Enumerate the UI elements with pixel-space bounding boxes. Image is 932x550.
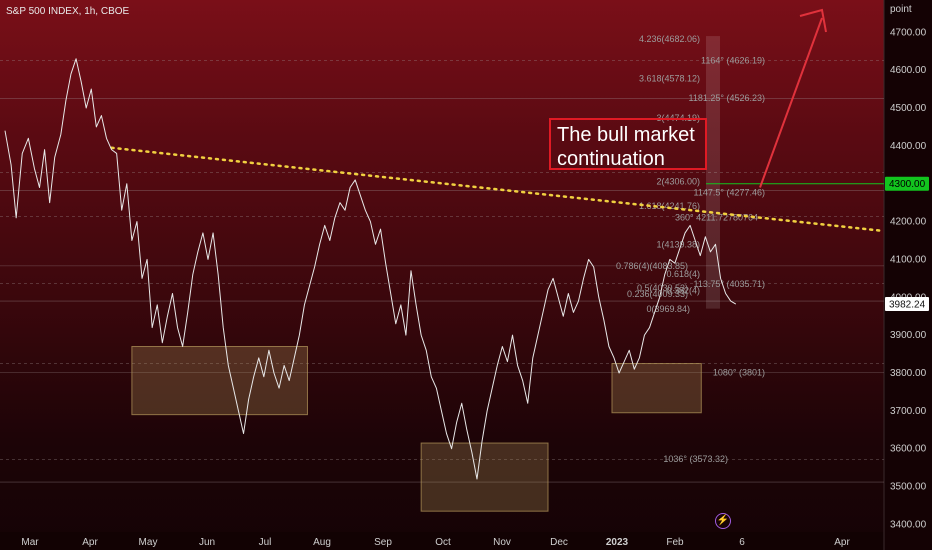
y-tick-label: 3600.00 [890, 444, 927, 455]
fib-level-label: 0.382(4) [666, 285, 700, 295]
fib-level-label: 1181.25° (4526.23) [689, 93, 766, 103]
price-badge[interactable] [885, 176, 929, 191]
resistance-trendline[interactable] [110, 146, 886, 233]
fib-level-label: 1(4139.38) [656, 240, 700, 250]
time-axis-panel[interactable] [0, 532, 884, 550]
x-tick-label: 6 [739, 537, 745, 548]
x-tick-label: Apr [834, 537, 850, 548]
fib-level-label: 0.5(4030.53) [637, 283, 688, 293]
target-arrow-shaft[interactable] [759, 17, 823, 188]
fib-level-label: 1164° (4626.19) [701, 55, 765, 65]
y-tick-label: 3400.00 [890, 519, 927, 530]
y-tick-label: 4400.00 [890, 141, 927, 152]
fib-level-label: 0.236(4009.33) [627, 289, 688, 299]
fib-projection-column [706, 36, 720, 309]
y-tick-label: 4700.00 [890, 27, 927, 38]
price-badge-label: 4300.00 [889, 179, 926, 190]
fib-level-label: 2(4306.00) [656, 176, 700, 186]
y-tick-label: 3700.00 [890, 406, 927, 417]
x-tick-label: 2023 [606, 537, 629, 548]
target-arrow-head [799, 8, 827, 33]
y-tick-label: 4500.00 [890, 103, 927, 114]
x-tick-label: Dec [550, 537, 568, 548]
fib-level-label: 1.618(4241.76) [639, 201, 700, 211]
y-tick-label: 3900.00 [890, 330, 927, 341]
fib-level-label: 3.618(4578.12) [639, 73, 700, 83]
x-tick-label: Sep [374, 537, 392, 548]
support-zone-box[interactable] [420, 442, 549, 512]
lightning-icon[interactable]: ⚡ [715, 513, 731, 529]
price-axis-panel[interactable] [884, 0, 932, 550]
y-tick-label: 4100.00 [890, 254, 927, 265]
annotation-callout[interactable]: The bull market continuation [549, 118, 707, 170]
fib-level-label: 0.618(4) [666, 269, 700, 279]
y-tick-label: 4200.00 [890, 217, 927, 228]
x-tick-label: Apr [82, 537, 98, 548]
support-zone-box[interactable] [131, 346, 308, 416]
annotation-line-1: The bull market [557, 124, 695, 146]
fib-level-label: 0(3969.84) [646, 304, 690, 314]
y-tick-label: 3500.00 [890, 482, 927, 493]
fib-level-label: 1080° (3801) [713, 368, 765, 378]
x-tick-label: Oct [435, 537, 451, 548]
price-unit-label: point [890, 4, 912, 15]
x-tick-label: Mar [21, 537, 39, 548]
x-tick-label: Aug [313, 537, 331, 548]
y-tick-label: 3800.00 [890, 368, 927, 379]
fib-level-label: 4.236(4682.06) [639, 34, 700, 44]
x-tick-label: Jul [259, 537, 272, 548]
price-badge-label: 3982.24 [889, 300, 926, 311]
annotation-line-2: continuation [557, 148, 665, 170]
fib-level-label: 1036° (3573.32) [663, 454, 728, 464]
x-tick-label: Jun [199, 537, 215, 548]
price-series-line[interactable] [4, 58, 737, 480]
fib-level-label: 360° 4211.72780764 [675, 212, 758, 222]
chart-title[interactable]: S&P 500 INDEX, 1h, CBOE [6, 6, 130, 17]
fib-level-label: 113.75° (4035.71) [694, 279, 766, 289]
x-tick-label: Feb [666, 537, 684, 548]
x-tick-label: May [139, 537, 158, 548]
y-tick-label: 4600.00 [890, 65, 927, 76]
fib-level-label: 0.786(4)(4083.85) [616, 261, 688, 271]
support-zone-box[interactable] [611, 363, 702, 414]
x-tick-label: Nov [493, 537, 511, 548]
fib-level-label: 1147.5° (4277.46) [694, 187, 766, 197]
price-badge[interactable] [885, 297, 929, 312]
fib-level-label: 3(4474.19) [656, 113, 700, 123]
